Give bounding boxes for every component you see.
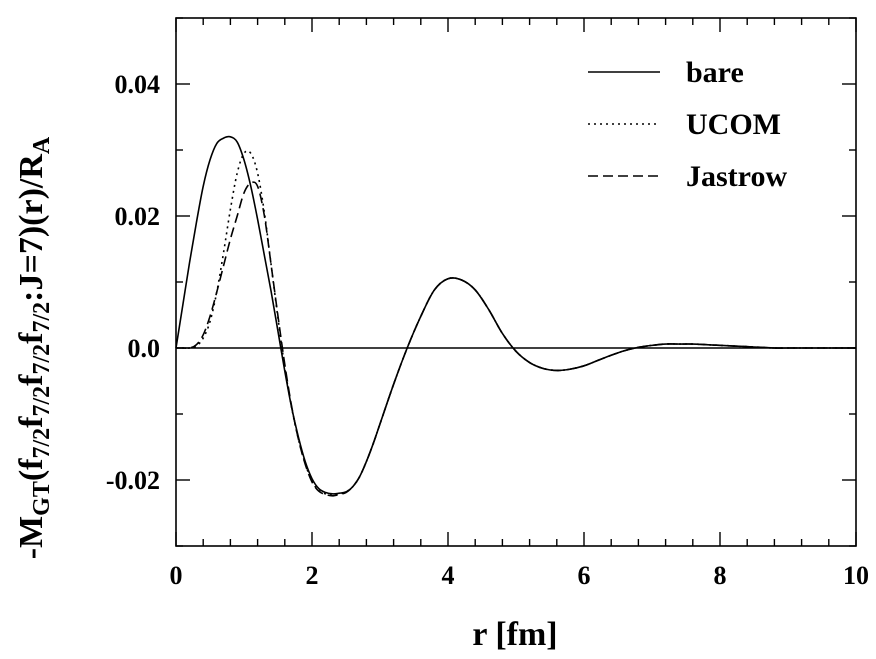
y-axis-label-sub: 7/2 [29, 428, 55, 459]
y-tick-label: 0.0 [128, 334, 161, 363]
y-axis-label-sub: 7/2 [29, 344, 55, 375]
legend-label: bare [686, 56, 744, 89]
y-tick-labels: -0.02 0.0 0.02 0.04 [106, 70, 160, 495]
x-axis-label: r [fm] [472, 616, 557, 653]
x-tick-label: 0 [170, 561, 183, 590]
y-tick-label: -0.02 [106, 466, 160, 495]
y-axis-label-text: f [13, 332, 50, 344]
plot-frame [175, 17, 857, 547]
series-line-ucom [176, 150, 856, 496]
x-tick-label: 4 [442, 561, 455, 590]
series-lines [175, 135, 856, 497]
legend-label: Jastrow [686, 160, 787, 193]
y-tick-label: 0.04 [115, 70, 161, 99]
y-axis-label-sub: GT [29, 481, 55, 516]
y-axis-label-text: (f [13, 458, 50, 481]
x-tick-label: 10 [843, 561, 869, 590]
y-axis-label-prefix: -M [13, 516, 50, 559]
y-axis-label: -MGT(f7/2f7/2f7/2f7/2:J=7)(r)/RA [13, 136, 55, 559]
y-axis-label-sub: A [29, 136, 55, 154]
y-axis-label-sub: 7/2 [29, 302, 55, 333]
x-tick-label: 8 [714, 561, 727, 590]
x-tick-labels: 0 2 4 6 8 10 [170, 561, 870, 590]
y-axis-label-sub: 7/2 [29, 386, 55, 417]
y-axis-label-text: f [13, 374, 50, 386]
y-axis-label-text: f [13, 416, 50, 428]
legend: bare UCOM Jastrow [588, 56, 787, 193]
x-tick-label: 6 [578, 561, 591, 590]
x-tick-label: 2 [306, 561, 319, 590]
legend-label: UCOM [686, 108, 781, 141]
y-axis-label-text: :J=7)(r)/R [13, 154, 50, 302]
tick-marks [175, 17, 857, 547]
series-line-jastrow [176, 181, 856, 497]
y-tick-label: 0.02 [115, 202, 161, 231]
